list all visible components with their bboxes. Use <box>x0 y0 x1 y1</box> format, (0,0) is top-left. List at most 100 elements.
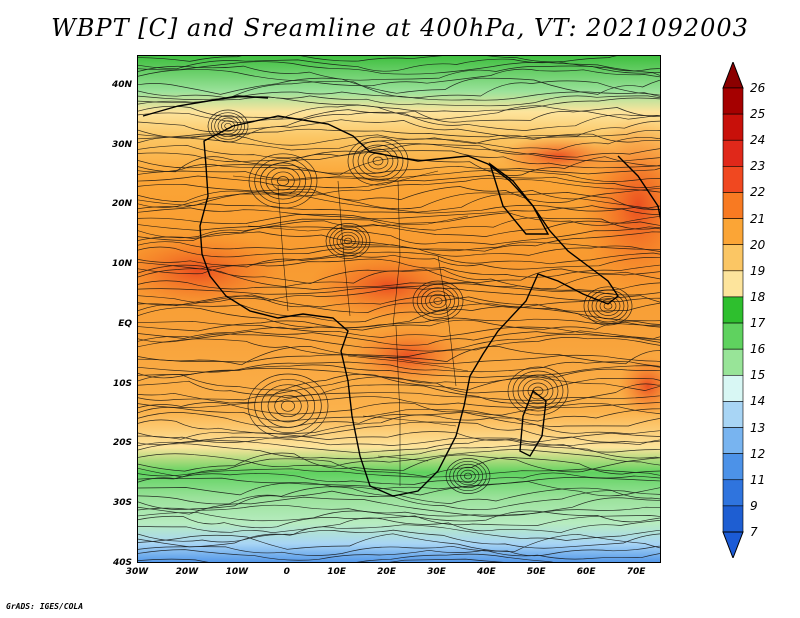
vortex-ring <box>217 117 239 135</box>
streamline <box>138 333 660 352</box>
streamline <box>138 367 660 384</box>
lon-tick-label: 30W <box>125 567 149 577</box>
vortex-ring <box>460 469 476 483</box>
vortex-ring <box>372 156 384 166</box>
vortex-ring <box>207 109 249 143</box>
colorbar-tick-label: 21 <box>750 211 766 226</box>
streamline <box>138 533 660 553</box>
streamline <box>138 376 660 395</box>
streamline <box>138 192 660 213</box>
lon-tick-label: 0 <box>283 567 290 577</box>
streamline <box>138 452 660 473</box>
streamline <box>138 517 660 534</box>
colorbar-boxes <box>722 87 744 533</box>
vortex-ring <box>214 114 242 138</box>
streamline <box>138 68 660 87</box>
streamline <box>138 58 660 72</box>
streamline <box>138 431 660 443</box>
colorbar-tick-label: 24 <box>750 133 766 148</box>
streamline <box>138 477 660 490</box>
streamline <box>138 553 554 562</box>
lat-tick-label: 40S <box>112 558 132 568</box>
streamline <box>138 65 660 81</box>
vortex-ring <box>357 144 399 178</box>
lon-tick-label: 60E <box>576 567 596 577</box>
vortex-ring <box>445 458 491 494</box>
vortex-ring <box>591 292 625 320</box>
streamline <box>138 96 660 112</box>
vortex-ring <box>340 234 356 248</box>
streamline <box>138 481 660 497</box>
streamline <box>138 411 660 428</box>
colorbar-box <box>722 296 744 324</box>
colorbar-box <box>722 113 744 141</box>
colorbar-tick-label: 7 <box>750 525 758 539</box>
streamline <box>138 164 660 175</box>
streamline <box>138 402 660 416</box>
streamline <box>138 443 660 460</box>
colorbar-tick-label: 14 <box>750 394 766 409</box>
colorbar-box <box>722 139 744 167</box>
vortex-ring <box>332 228 364 254</box>
chart-title: WBPT [C] and Sreamline at 400hPa, VT: 20… <box>51 14 749 42</box>
colorbar-box <box>722 427 744 454</box>
streamline <box>138 449 660 468</box>
colorbar-box <box>722 322 744 350</box>
colorbar-top-arrow <box>722 62 744 89</box>
colorbar-tick-label: 23 <box>750 159 766 174</box>
streamline <box>138 354 660 364</box>
streamline <box>138 545 660 557</box>
lat-tick-label: 30S <box>112 498 132 509</box>
streamline <box>138 95 660 107</box>
streamline <box>138 392 660 401</box>
streamline <box>138 287 660 303</box>
vortex-ring <box>412 280 464 322</box>
streamline <box>138 515 660 529</box>
streamline <box>138 254 660 270</box>
streamline <box>138 373 660 391</box>
streamline <box>138 295 660 313</box>
vortex-ring <box>210 112 246 140</box>
vortex-ring <box>248 153 318 209</box>
colorbar-box <box>722 505 744 533</box>
streamline <box>138 549 660 561</box>
streamline <box>138 414 660 435</box>
vortex-ring <box>259 162 307 200</box>
lat-tick-label: 20N <box>111 199 132 210</box>
lon-tick-label: 50E <box>526 567 546 577</box>
streamline <box>138 61 660 75</box>
streamline <box>138 264 660 284</box>
vortex-ring <box>449 460 487 492</box>
colorbar-tick-label: 16 <box>750 342 766 357</box>
streamline <box>138 407 660 422</box>
lat-tick-label: EQ <box>118 318 132 329</box>
vortex-ring <box>271 171 295 191</box>
streamline <box>138 136 660 151</box>
vortex-ring <box>599 299 617 313</box>
vortex-ring <box>254 157 312 205</box>
lat-tick-label: 20S <box>112 438 132 449</box>
streamline <box>138 268 660 290</box>
vortex-ring <box>433 297 443 305</box>
colorbar-box <box>722 87 744 115</box>
streamline <box>138 421 660 443</box>
vortex-ring <box>274 394 302 418</box>
vortex-ring <box>280 400 296 412</box>
streamline <box>138 241 660 252</box>
colorbar-tick-label: 18 <box>750 289 766 304</box>
vortex-ring <box>265 167 301 195</box>
colorbar-tick-label: 15 <box>750 368 766 383</box>
vortex-ring <box>595 296 621 316</box>
lon-tick-label: 10W <box>225 567 249 577</box>
streamline <box>138 396 660 408</box>
lon-tick-label: 10E <box>327 567 346 577</box>
streamline <box>138 383 660 405</box>
colorbar-box <box>722 192 744 219</box>
streamline <box>138 245 660 258</box>
map-plot-area <box>137 55 661 563</box>
coastlines-layer <box>142 95 660 497</box>
vortex-ring <box>247 373 329 439</box>
streamline <box>138 56 617 63</box>
streamline <box>138 294 660 309</box>
streamline <box>138 175 660 189</box>
